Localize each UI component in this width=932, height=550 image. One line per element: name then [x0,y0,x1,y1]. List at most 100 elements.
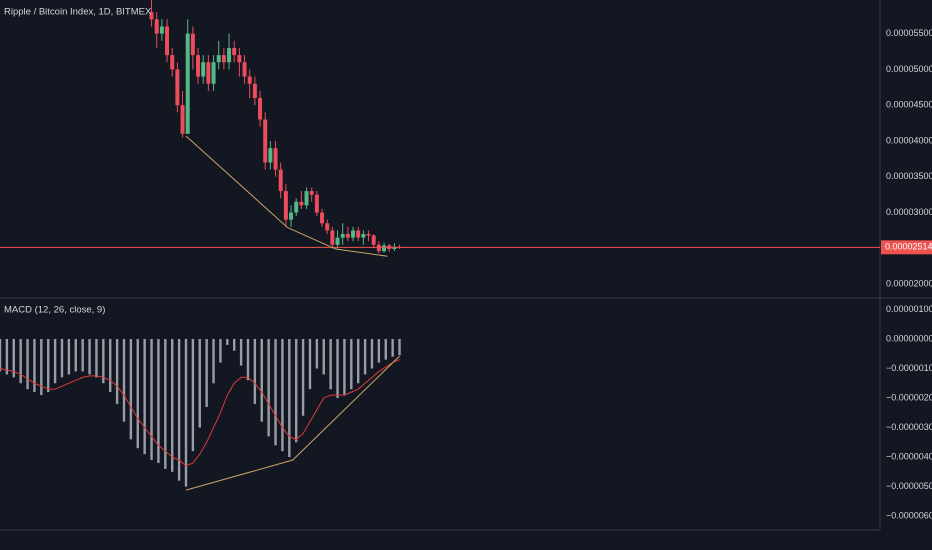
candle-body [242,62,247,77]
candle-body [196,55,201,77]
macd-bar [150,338,153,461]
candle-body [211,62,216,84]
candle-body [206,62,211,84]
trendline [185,355,400,491]
last-price-label: 0.00002514 [885,242,932,252]
candle-body [263,119,268,163]
macd-bar [308,338,312,390]
macd-bar [267,338,270,437]
candle-body [170,55,175,70]
macd-bar [377,338,381,363]
macd-bar [47,338,50,393]
chart-title: Ripple / Bitcoin Index, 1D, BITMEX [4,7,152,18]
macd-bar [88,338,91,375]
labels: 0.000020000.000025000.000030000.00003500… [881,28,932,520]
candle-body [216,55,221,63]
candle-body [221,55,226,63]
candle-body [273,148,278,170]
candle-body [351,230,356,238]
macd-bar [219,338,222,363]
candle-body [227,47,232,63]
candle-body [149,12,154,20]
macd-bar [315,338,319,369]
candle-body [159,26,164,34]
y-tick-label: −0.00000100 [886,363,932,373]
macd-bar [40,338,43,396]
candle-body [283,191,288,220]
macd-bar [356,338,360,384]
macd-bar [198,338,201,428]
macd-bar [33,338,36,393]
macd-bar [26,338,29,390]
candle-body [330,230,335,245]
y-tick-label: 0.00003000 [886,207,932,217]
macd-bar [253,338,257,404]
y-tick-label: −0.00000400 [886,451,932,461]
macd-bar [398,338,401,356]
candle-body [376,244,381,252]
macd-bar [184,338,188,487]
macd-bar [363,338,367,375]
macd-bar [115,338,119,404]
macd-bar [329,338,332,390]
macd-bar [205,338,208,407]
y-tick-label: 0.00004000 [886,135,932,145]
candle-body [165,26,170,56]
macd-bar [336,338,339,399]
macd-bar [12,338,15,378]
macd-bar [191,338,195,452]
macd-bar [350,338,353,390]
y-tick-label: 0.00005000 [886,64,932,74]
candle-body [320,212,325,224]
candle-body [289,212,294,220]
macd-bar [164,338,167,469]
candle-body [382,245,387,252]
candle-body [180,105,185,134]
candle-body [340,234,345,238]
y-tick-label: 0.00005500 [886,28,932,38]
macd-bar [60,338,64,378]
y-tick-label: −0.00000500 [886,481,932,491]
last-price-box [881,240,932,255]
candle-body [232,47,237,56]
y-tick-label: 0.00003500 [886,171,932,181]
macd-bar [171,338,174,472]
macd-bar [343,338,346,396]
macd-bar [274,338,277,446]
macd-bar [67,338,71,375]
candle-body [371,235,376,245]
macd-bar [177,338,181,481]
y-tick-label: 0.00004500 [886,100,932,110]
macd-bar [281,338,284,452]
candle-body [314,194,319,213]
candle-body [258,98,263,120]
candle-body [309,191,314,195]
candle-body [278,169,283,192]
macd-bar [129,338,133,440]
macd-bar [212,338,215,384]
candle-body [190,33,195,56]
candle-body [304,191,309,206]
macd-bar [5,338,9,375]
macd-bar [143,338,146,455]
macd-bar [301,338,305,416]
macd-bar [226,338,229,345]
candle-body [356,230,361,238]
macd-bar [239,338,243,366]
macd-bar [136,338,139,449]
candle-body [268,148,273,163]
macd-bar [246,338,250,381]
candle-body [175,69,180,106]
macd-bar [102,338,105,384]
macd-bar [322,338,325,375]
marks [0,0,880,491]
candle-body [252,83,257,99]
candle-body [325,223,330,231]
candle-body [335,237,340,245]
macd-bar [391,338,394,357]
y-tick-label: −0.00000300 [886,422,932,432]
macd-bar [384,338,387,360]
trendline [185,135,388,257]
